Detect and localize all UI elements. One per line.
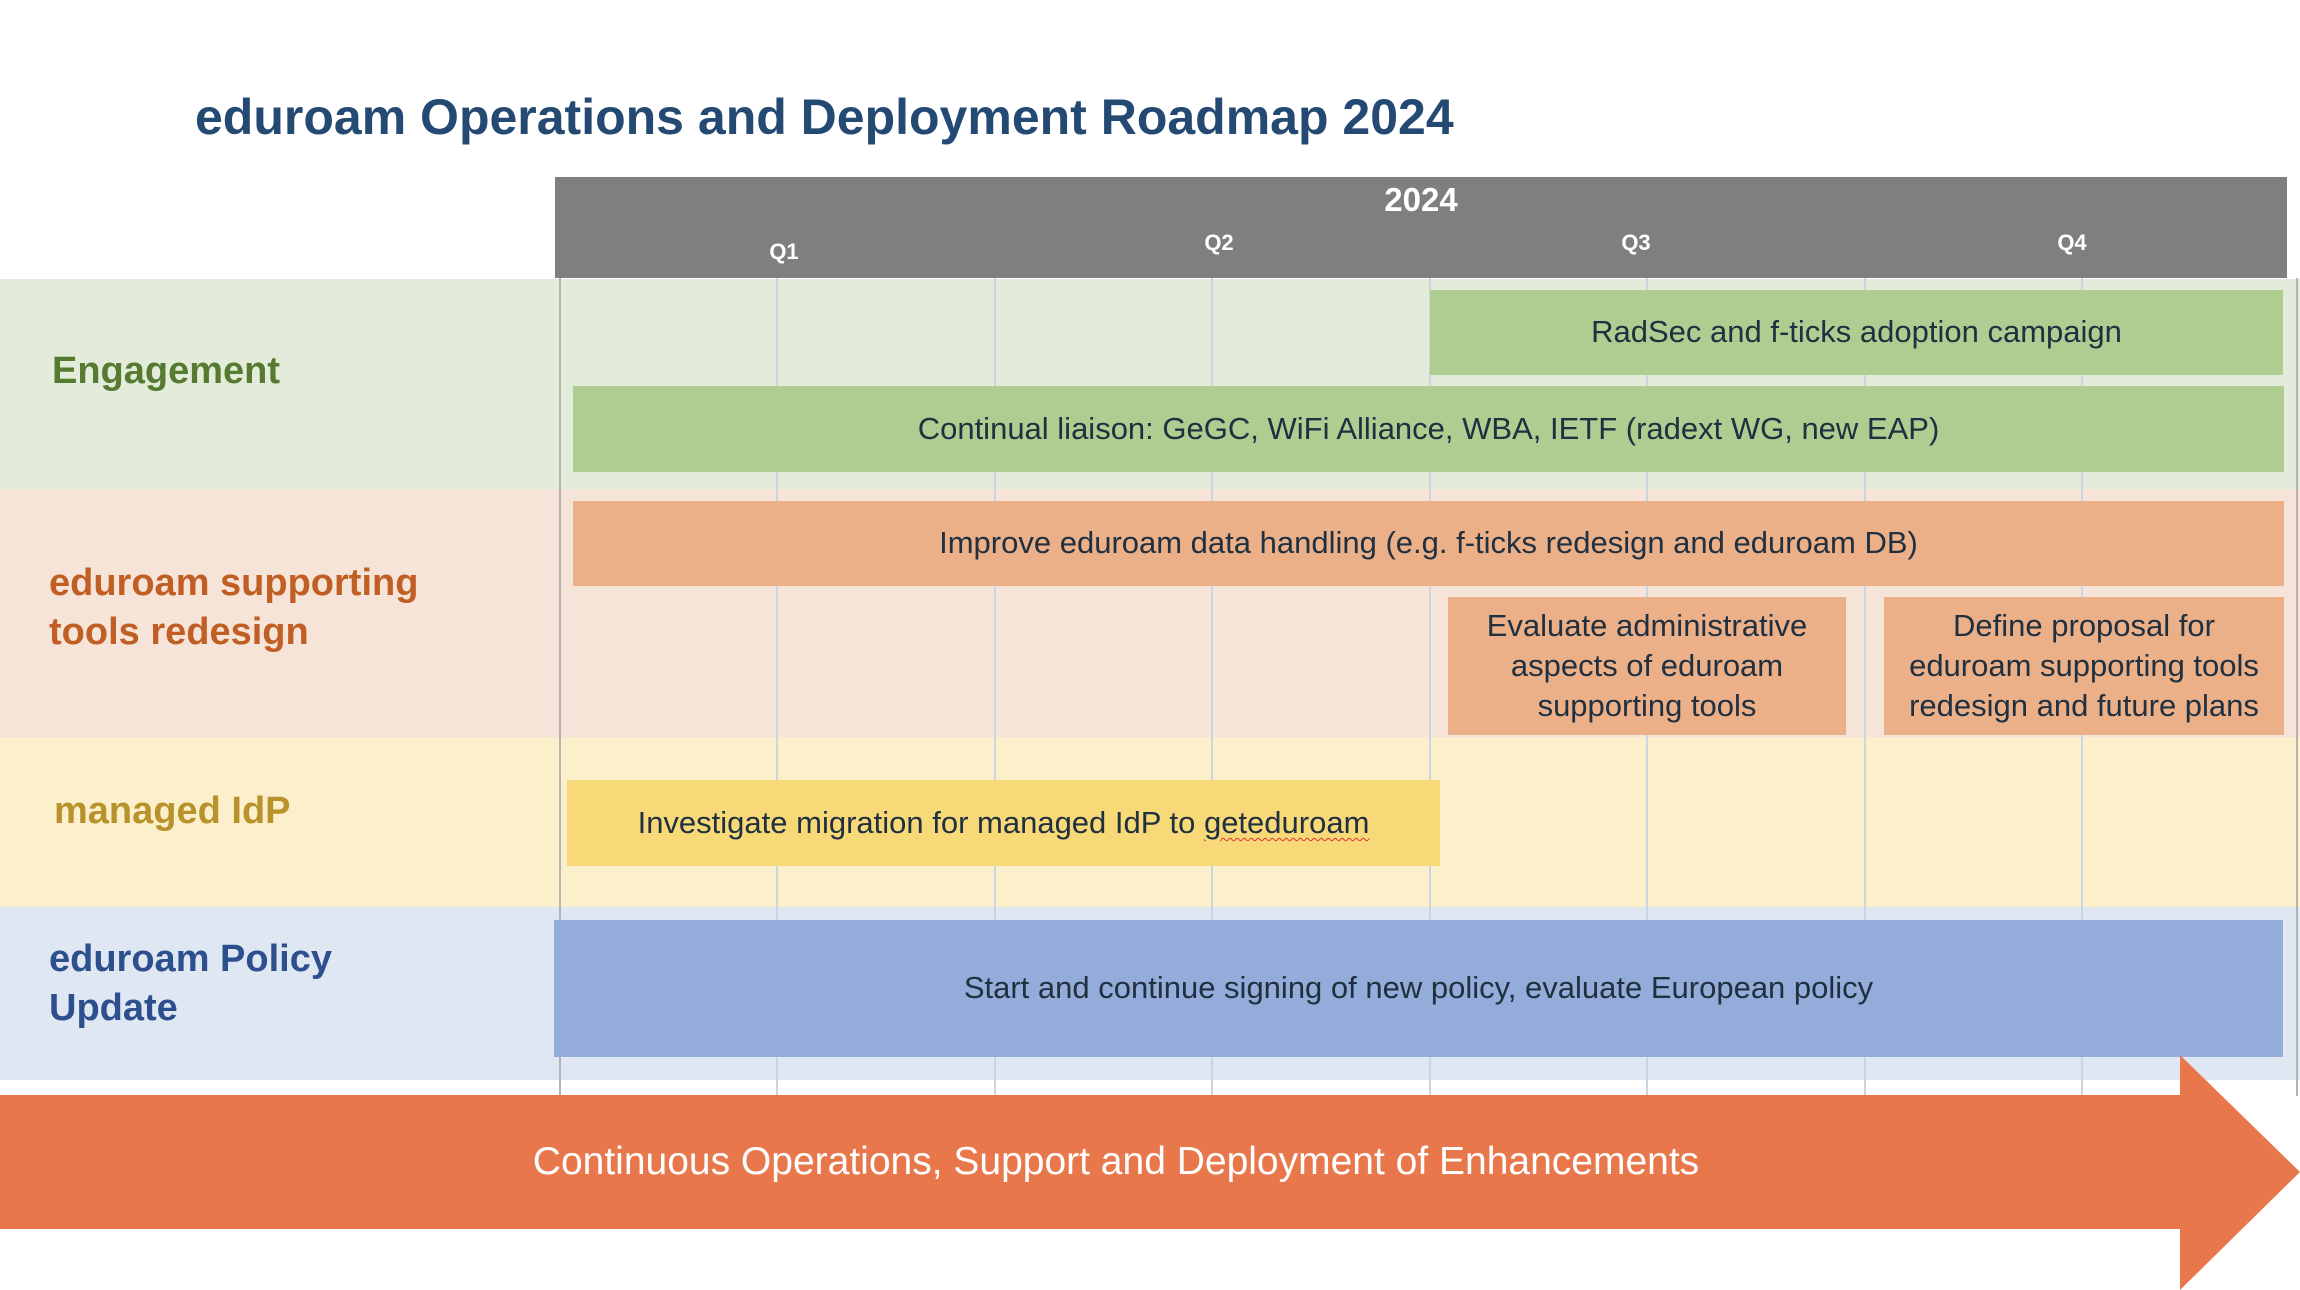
quarter-label-q4: Q4 (2057, 230, 2087, 255)
activity-bar-data-handling: Improve eduroam data handling (e.g. f-ti… (573, 501, 2284, 586)
timeline-left-edge (559, 278, 561, 1096)
band-label-policy-update: eduroam Policy Update (49, 935, 332, 1032)
activity-bar-continual-liaison: Continual liaison: GeGC, WiFi Alliance, … (573, 386, 2284, 472)
band-label-line: eduroam supporting (49, 562, 419, 604)
month-gridline (1211, 278, 1213, 1096)
spellcheck-flagged-word: geteduroam (1203, 804, 1370, 840)
page-title: eduroam Operations and Deployment Roadma… (195, 89, 1454, 145)
timeline-header: 2024 Q1 Q2 Q3 Q4 (555, 177, 2287, 278)
activity-bar-policy-signing: Start and continue signing of new policy… (554, 920, 2283, 1057)
arrow-label: Continuous Operations, Support and Deplo… (532, 1140, 1700, 1183)
continuous-operations-arrow (0, 1055, 2300, 1290)
activity-bar-radsec-campaign: RadSec and f-ticks adoption campaign (1430, 290, 2283, 375)
timeline-right-edge (2296, 278, 2298, 1096)
band-label-line: managed IdP (54, 790, 291, 832)
month-gridline (1429, 278, 1431, 1096)
quarter-label-q1: Q1 (769, 239, 799, 264)
bar-text: Investigate migration for managed IdP to… (638, 803, 1370, 843)
band-label-line: Engagement (52, 350, 281, 392)
activity-bar-evaluate-admin: Evaluate administrative aspects of eduro… (1448, 597, 1846, 735)
band-label-managed-idp: managed IdP (54, 787, 291, 836)
quarter-label-q2: Q2 (1204, 230, 1234, 255)
band-label-line: Update (49, 986, 178, 1029)
activity-bar-define-proposal: Define proposal for eduroam supporting t… (1884, 597, 2284, 735)
bar-text-part: Investigate migration for managed IdP to (637, 804, 1204, 840)
month-gridline (1864, 278, 1866, 1096)
activity-bar-managed-idp-migration: Investigate migration for managed IdP to… (567, 780, 1440, 866)
band-label-line: eduroam Policy (49, 938, 332, 980)
quarter-label-q3: Q3 (1621, 230, 1651, 255)
month-gridline (776, 278, 778, 1096)
band-label-line: tools redesign (49, 610, 309, 653)
month-gridline (994, 278, 996, 1096)
band-label-tools-redesign: eduroam supporting tools redesign (49, 559, 418, 656)
arrow-shape (0, 1055, 2300, 1290)
year-label: 2024 (1384, 181, 1458, 218)
band-label-engagement: Engagement (52, 347, 280, 396)
